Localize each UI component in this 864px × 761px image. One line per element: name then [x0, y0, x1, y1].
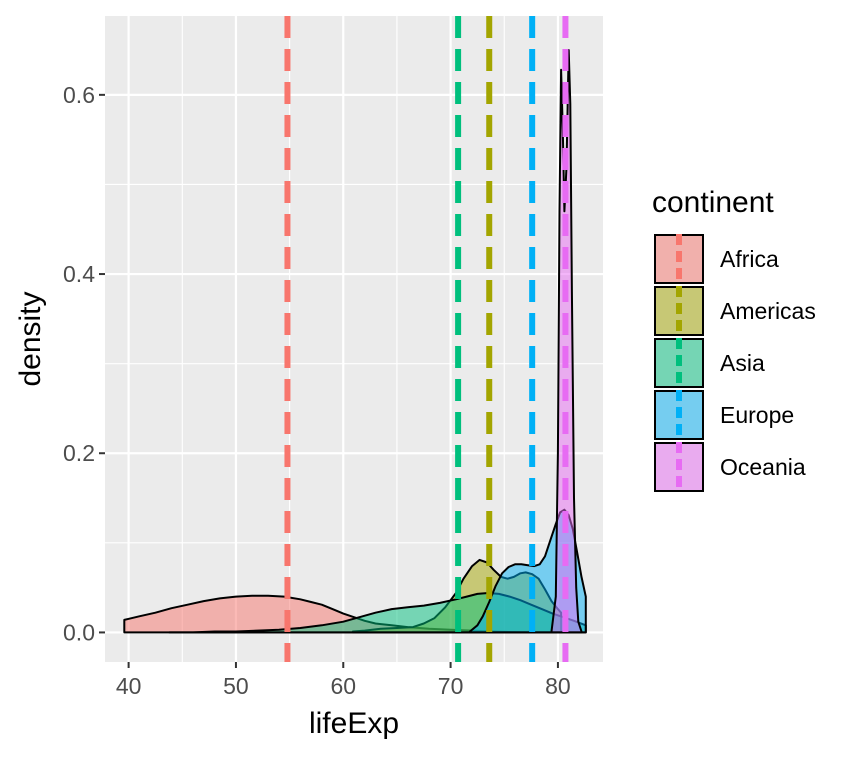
legend-item-americas: Americas: [654, 286, 816, 336]
plot-panel: [105, 16, 603, 662]
legend-item-africa: Africa: [654, 234, 779, 284]
legend-label: Africa: [720, 246, 779, 272]
grid-minor: [105, 16, 603, 662]
legend-item-asia: Asia: [654, 338, 765, 388]
legend-title: continent: [652, 186, 774, 219]
x-tick-label: 50: [223, 673, 249, 699]
x-tick-label: 70: [438, 673, 464, 699]
x-tick-label: 80: [545, 673, 571, 699]
legend-label: Asia: [720, 350, 765, 376]
density-area-oceania: [550, 49, 583, 634]
legend-item-europe: Europe: [654, 390, 794, 440]
y-tick-label: 0.6: [63, 82, 95, 108]
legend-label: Oceania: [720, 454, 806, 480]
x-axis-title: lifeExp: [309, 707, 399, 740]
y-tick-label: 0.0: [63, 619, 95, 645]
legend-label: Americas: [720, 298, 816, 324]
legend: continent Africa Americas Asia Europe Oceani…: [652, 186, 816, 492]
x-tick-label: 60: [330, 673, 356, 699]
x-tick-label: 40: [116, 673, 142, 699]
legend-label: Europe: [720, 402, 794, 428]
y-axis-title: density: [14, 291, 47, 386]
y-tick-label: 0.2: [63, 440, 95, 466]
mean-lines: [284, 16, 569, 662]
y-axis: 0.0 0.2 0.4 0.6: [63, 82, 105, 645]
x-axis: 40 50 60 70 80: [116, 662, 571, 699]
y-tick-label: 0.4: [63, 261, 95, 287]
legend-item-oceania: Oceania: [654, 442, 806, 492]
